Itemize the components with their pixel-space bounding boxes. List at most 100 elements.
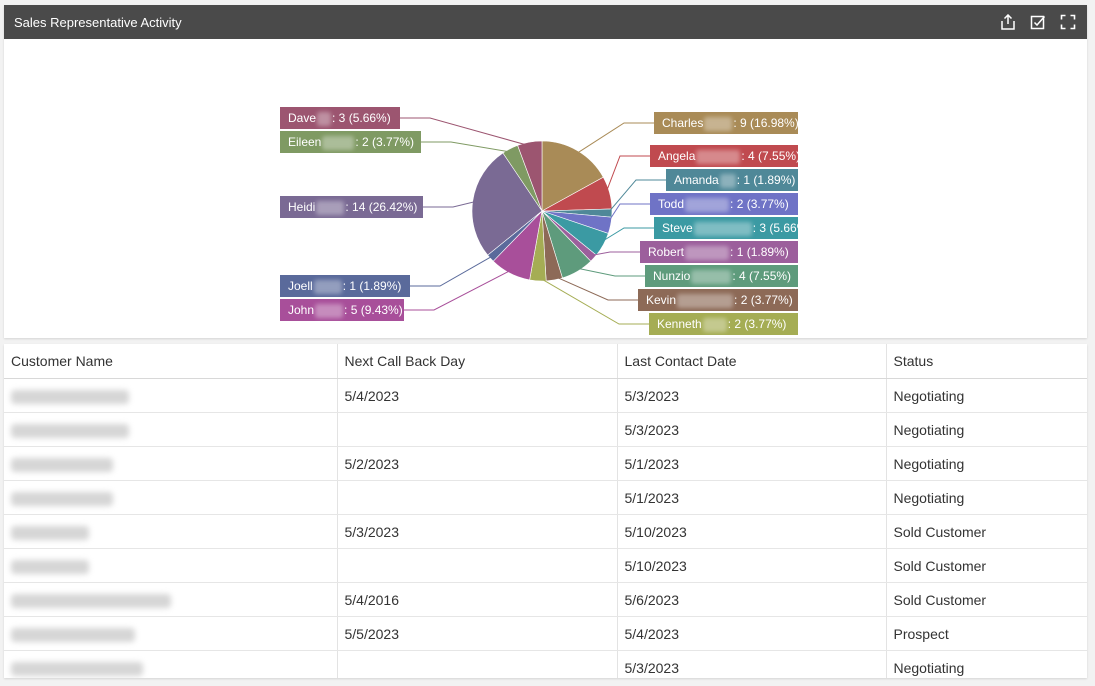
- customer-name-cell[interactable]: [4, 514, 338, 549]
- data-label-angela[interactable]: Angela: 4 (7.55%): [650, 145, 801, 167]
- customer-name-cell[interactable]: [4, 378, 338, 413]
- data-label-value: : 2 (3.77%): [734, 293, 793, 307]
- column-header-customer-name[interactable]: Customer Name: [4, 344, 338, 379]
- pie-slice-dave[interactable]: [517, 140, 543, 212]
- customer-name-cell[interactable]: [4, 412, 338, 447]
- data-label-robert[interactable]: Robert : 1 (1.89%): [640, 241, 798, 263]
- table-row[interactable]: 5/5/2023 5/4/2023 Prospect: [4, 616, 1087, 651]
- leader-line-robert: [590, 251, 640, 257]
- redacted-customer-name: [11, 491, 113, 506]
- customer-name-cell[interactable]: [4, 446, 338, 481]
- customer-name-cell[interactable]: [4, 480, 338, 515]
- table-row[interactable]: 5/4/2023 5/3/2023 Negotiating: [4, 378, 1087, 413]
- data-label-name: Todd: [658, 197, 685, 211]
- panel-title: Sales Representative Activity: [14, 14, 182, 30]
- redacted-customer-name: [11, 661, 143, 676]
- status-cell: Sold Customer: [886, 548, 1087, 583]
- table-header-row: Customer Name Next Call Back Day Last Co…: [4, 344, 1087, 379]
- table-row[interactable]: 5/2/2023 5/1/2023 Negotiating: [4, 446, 1087, 481]
- leader-line-eileen: [421, 141, 512, 153]
- table-row[interactable]: 5/10/2023 Sold Customer: [4, 548, 1087, 583]
- table-row[interactable]: 5/3/2023 Negotiating: [4, 650, 1087, 678]
- table-row[interactable]: 5/3/2023 Negotiating: [4, 412, 1087, 447]
- customer-table: Customer Name Next Call Back Day Last Co…: [4, 344, 1087, 678]
- data-label-joell[interactable]: Joell: 1 (1.89%): [280, 275, 410, 297]
- next-call-back-day-cell: 5/3/2023: [337, 514, 618, 549]
- next-call-back-day-cell: [337, 548, 618, 583]
- data-label-eileen[interactable]: Eileen: 2 (3.77%): [280, 131, 421, 153]
- checkbox-icon[interactable]: [1029, 13, 1047, 31]
- pie-slice-heidi[interactable]: [471, 152, 543, 256]
- status-cell: Negotiating: [886, 650, 1087, 678]
- leader-line-kenneth: [537, 276, 649, 325]
- table-row[interactable]: 5/1/2023 Negotiating: [4, 480, 1087, 515]
- last-contact-date-cell: 5/1/2023: [617, 480, 887, 515]
- data-label-heidi[interactable]: Heidi: 14 (26.42%): [280, 196, 423, 218]
- redacted-customer-name: [11, 457, 113, 472]
- leader-line-dave: [400, 117, 531, 147]
- data-label-john[interactable]: John: 5 (9.43%): [280, 299, 404, 321]
- next-call-back-day-cell: [337, 650, 618, 678]
- data-label-name: Amanda: [674, 173, 719, 187]
- column-header-status[interactable]: Status: [886, 344, 1087, 379]
- sales-activity-panel: Sales Representative Activity Charles: 9…: [4, 5, 1087, 338]
- data-label-value: : 5 (9.43%): [344, 303, 403, 317]
- redacted-customer-name: [11, 389, 129, 404]
- redacted-customer-name: [11, 593, 171, 608]
- redacted-surname: [696, 149, 741, 164]
- leader-line-john: [404, 269, 513, 311]
- data-label-charles[interactable]: Charles: 9 (16.98%): [654, 112, 799, 134]
- leader-line-kevin: [553, 275, 638, 301]
- redacted-customer-name: [11, 423, 129, 438]
- next-call-back-day-cell: [337, 412, 618, 447]
- last-contact-date-cell: 5/3/2023: [617, 650, 887, 678]
- redacted-surname: [313, 279, 342, 294]
- last-contact-date-cell: 5/4/2023: [617, 616, 887, 651]
- data-label-name: Steve: [662, 221, 693, 235]
- last-contact-date-cell: 5/3/2023: [617, 378, 887, 413]
- next-call-back-day-cell: 5/5/2023: [337, 616, 618, 651]
- customer-table-container: Customer Name Next Call Back Day Last Co…: [4, 344, 1087, 678]
- customer-name-cell[interactable]: [4, 582, 338, 617]
- data-label-kenneth[interactable]: Kenneth: 2 (3.77%): [649, 313, 798, 335]
- pie-chart: [400, 117, 666, 325]
- export-icon[interactable]: [999, 13, 1017, 31]
- customer-name-cell[interactable]: [4, 548, 338, 583]
- data-label-todd[interactable]: Todd: 2 (3.77%): [650, 193, 798, 215]
- data-label-value: : 1 (1.89%): [730, 245, 789, 259]
- panel-header-actions: [999, 13, 1077, 31]
- table-row[interactable]: 5/4/2016 5/6/2023 Sold Customer: [4, 582, 1087, 617]
- last-contact-date-cell: 5/10/2023: [617, 548, 887, 583]
- data-label-name: Charles: [662, 116, 704, 130]
- data-label-steve[interactable]: Steve : 3 (5.66%): [654, 217, 811, 239]
- leader-line-steve: [599, 227, 654, 244]
- customer-name-cell[interactable]: [4, 650, 338, 678]
- data-label-name: Robert: [648, 245, 685, 259]
- data-label-name: Eileen: [288, 135, 322, 149]
- data-label-nunzio[interactable]: Nunzio: 4 (7.55%): [645, 265, 798, 287]
- data-label-kevin[interactable]: Kevin: 2 (3.77%): [638, 289, 798, 311]
- column-header-last-contact-date[interactable]: Last Contact Date: [617, 344, 887, 379]
- redacted-surname: [677, 293, 734, 308]
- leader-line-joell: [410, 255, 494, 287]
- redacted-customer-name: [11, 627, 135, 642]
- expand-icon[interactable]: [1059, 13, 1077, 31]
- leader-line-heidi: [423, 200, 477, 208]
- data-label-amanda[interactable]: Amanda: 1 (1.89%): [666, 169, 798, 191]
- next-call-back-day-cell: 5/4/2023: [337, 378, 618, 413]
- redacted-surname: [719, 173, 736, 188]
- status-cell: Prospect: [886, 616, 1087, 651]
- redacted-surname: [316, 200, 345, 215]
- leader-line-angela: [605, 155, 650, 194]
- next-call-back-day-cell: [337, 480, 618, 515]
- data-label-dave[interactable]: Dave: 3 (5.66%): [280, 107, 400, 129]
- table-row[interactable]: 5/3/2023 5/10/2023 Sold Customer: [4, 514, 1087, 549]
- data-label-name: Kenneth: [657, 317, 702, 331]
- redacted-surname: [704, 116, 733, 131]
- data-label-name: Joell: [288, 279, 313, 293]
- pie-slice-charles[interactable]: [541, 140, 604, 212]
- data-label-value: : 3 (5.66%): [752, 221, 812, 235]
- column-header-next-call-back-day[interactable]: Next Call Back Day: [337, 344, 618, 379]
- customer-name-cell[interactable]: [4, 616, 338, 651]
- data-label-value: : 4 (7.55%): [741, 149, 801, 163]
